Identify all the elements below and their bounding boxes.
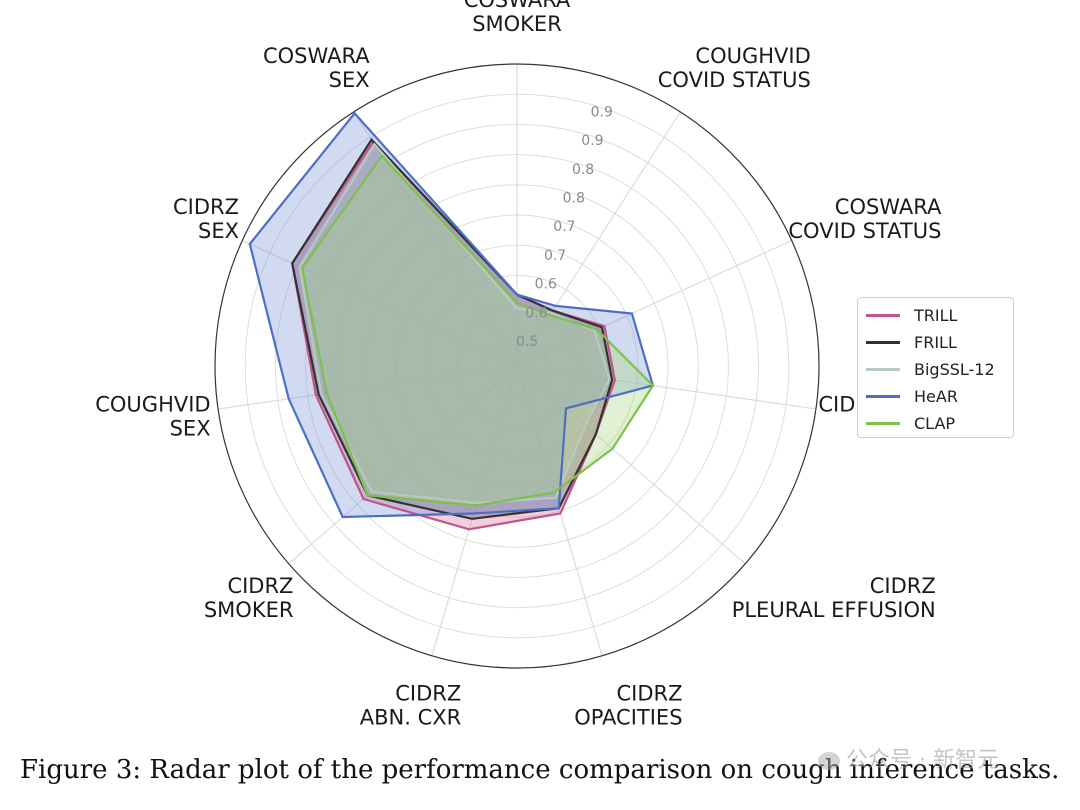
series-line-clap (301, 154, 655, 507)
axis-label: SEX (170, 416, 211, 440)
axis-label: COUGHVID (695, 44, 810, 68)
spoke-line (516, 240, 792, 367)
outer-ring (214, 63, 820, 669)
axis-label: SEX (329, 68, 370, 92)
tick-label: 0.7 (553, 219, 575, 235)
legend-item: BigSSL-12 (858, 356, 1013, 383)
series-line-frill (291, 137, 614, 520)
series-area-frill (292, 139, 613, 519)
axis-label: OPACITIES (574, 706, 682, 730)
spoke-line (431, 365, 518, 656)
tick-label: 0.9 (591, 104, 613, 120)
axis-label: COVID STATUS (788, 219, 941, 243)
radar-chart: 0.50.60.60.70.70.80.80.90.9 COSWARASMOKE… (95, 0, 942, 730)
axis-label: SMOKER (472, 12, 562, 36)
axis-label: CIDRZ (227, 574, 293, 598)
legend-swatch (866, 395, 900, 398)
legend-item: TRILL (858, 302, 1013, 329)
series-area-trill (292, 142, 615, 530)
spoke-line (516, 365, 746, 565)
axis-label: CIDRZ (395, 682, 461, 706)
axis-label: COSWARA (464, 0, 571, 12)
legend-swatch (866, 314, 900, 317)
legend: TRILL FRILL BigSSL-12 HeAR CLAP (857, 297, 1014, 438)
spoke-line (288, 365, 518, 565)
figure-caption: Figure 3: Radar plot of the performance … (20, 755, 1060, 785)
legend-item: HeAR (858, 383, 1013, 410)
tick-label: 0.8 (563, 190, 585, 206)
axis-label: COSWARA (835, 195, 942, 219)
series-area-hear (249, 113, 653, 518)
radar-series (248, 111, 655, 531)
series-area-bigssl-12 (299, 144, 610, 504)
legend-label: TRILL (914, 306, 958, 325)
axis-label: CIDRZ (173, 195, 239, 219)
axis-label: COVID STATUS (658, 68, 811, 92)
tick-label: 0.9 (581, 133, 603, 149)
tick-label: 0.7 (544, 248, 566, 264)
axis-label: SMOKER (204, 598, 294, 622)
legend-label: HeAR (914, 387, 958, 406)
wechat-icon (818, 752, 840, 770)
legend-label: BigSSL-12 (914, 360, 995, 379)
axis-label: PLEURAL EFFUSION (732, 598, 936, 622)
legend-label: FRILL (914, 333, 957, 352)
spoke-line (242, 240, 518, 367)
tick-label: 0.6 (535, 277, 557, 293)
watermark-text: 公众号 · 新智元 (846, 748, 999, 773)
tick-label: 0.6 (525, 305, 547, 321)
axis-label: SEX (198, 219, 239, 243)
radial-tick-labels: 0.5 0.6 0.6 0.7 0.7 0.8 0.8 0.9 0.9 (516, 104, 613, 350)
series-line-hear (248, 111, 655, 519)
axis-label: CIDRZ (870, 574, 936, 598)
axis-label: COUGHVID (95, 392, 210, 416)
axis-label: COSWARA (263, 44, 370, 68)
tick-label: 0.8 (572, 162, 594, 178)
legend-item: FRILL (858, 329, 1013, 356)
legend-swatch (866, 422, 900, 425)
spoke-line (353, 111, 518, 367)
legend-swatch (866, 341, 900, 344)
spoke-line (516, 111, 681, 367)
spoke-line (516, 365, 603, 656)
axis-label: ABN. CXR (360, 706, 461, 730)
spoke-line (516, 365, 816, 410)
spoke-line (218, 365, 518, 410)
legend-item: CLAP (858, 410, 1013, 437)
watermark: 公众号 · 新智元 (818, 742, 999, 774)
tick-label: 0.5 (516, 334, 538, 350)
radar-grid (214, 63, 820, 669)
legend-swatch (866, 368, 900, 371)
legend-label: CLAP (914, 414, 956, 433)
axis-label: CIDRZ (617, 682, 683, 706)
